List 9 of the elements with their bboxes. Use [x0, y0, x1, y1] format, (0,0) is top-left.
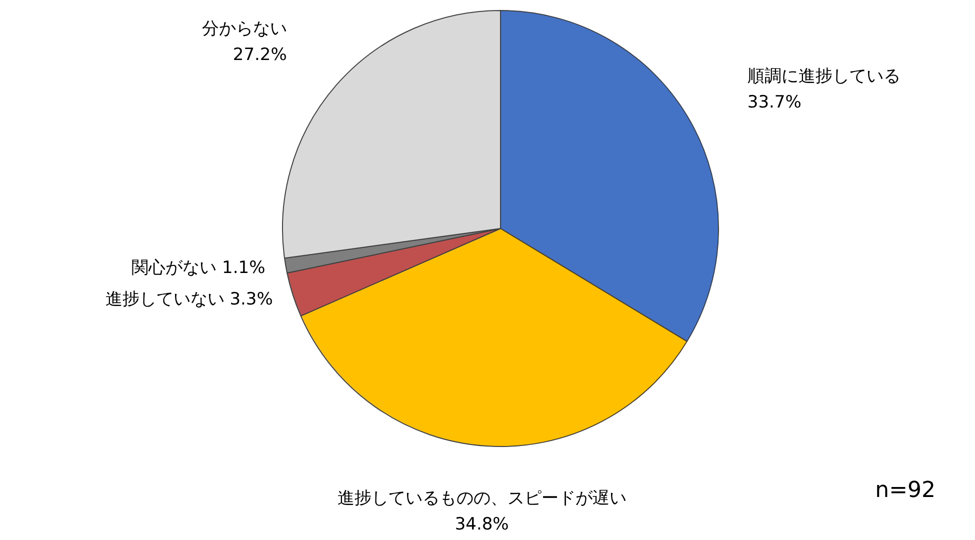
- data-label: 27.2%: [232, 45, 287, 66]
- slice-label: 分からない: [202, 19, 287, 40]
- slice-label: 進捗しているものの、スピードが遅い: [337, 488, 626, 508]
- slice-label: 順調に進捗している: [747, 66, 900, 86]
- slice-label: 進捗していない 3.3%: [105, 289, 273, 310]
- data-label: 34.8%: [454, 514, 509, 534]
- slice-label: 関心がない 1.1%: [132, 258, 266, 278]
- text: n=92: [875, 478, 936, 503]
- data-label: 33.7%: [747, 92, 802, 112]
